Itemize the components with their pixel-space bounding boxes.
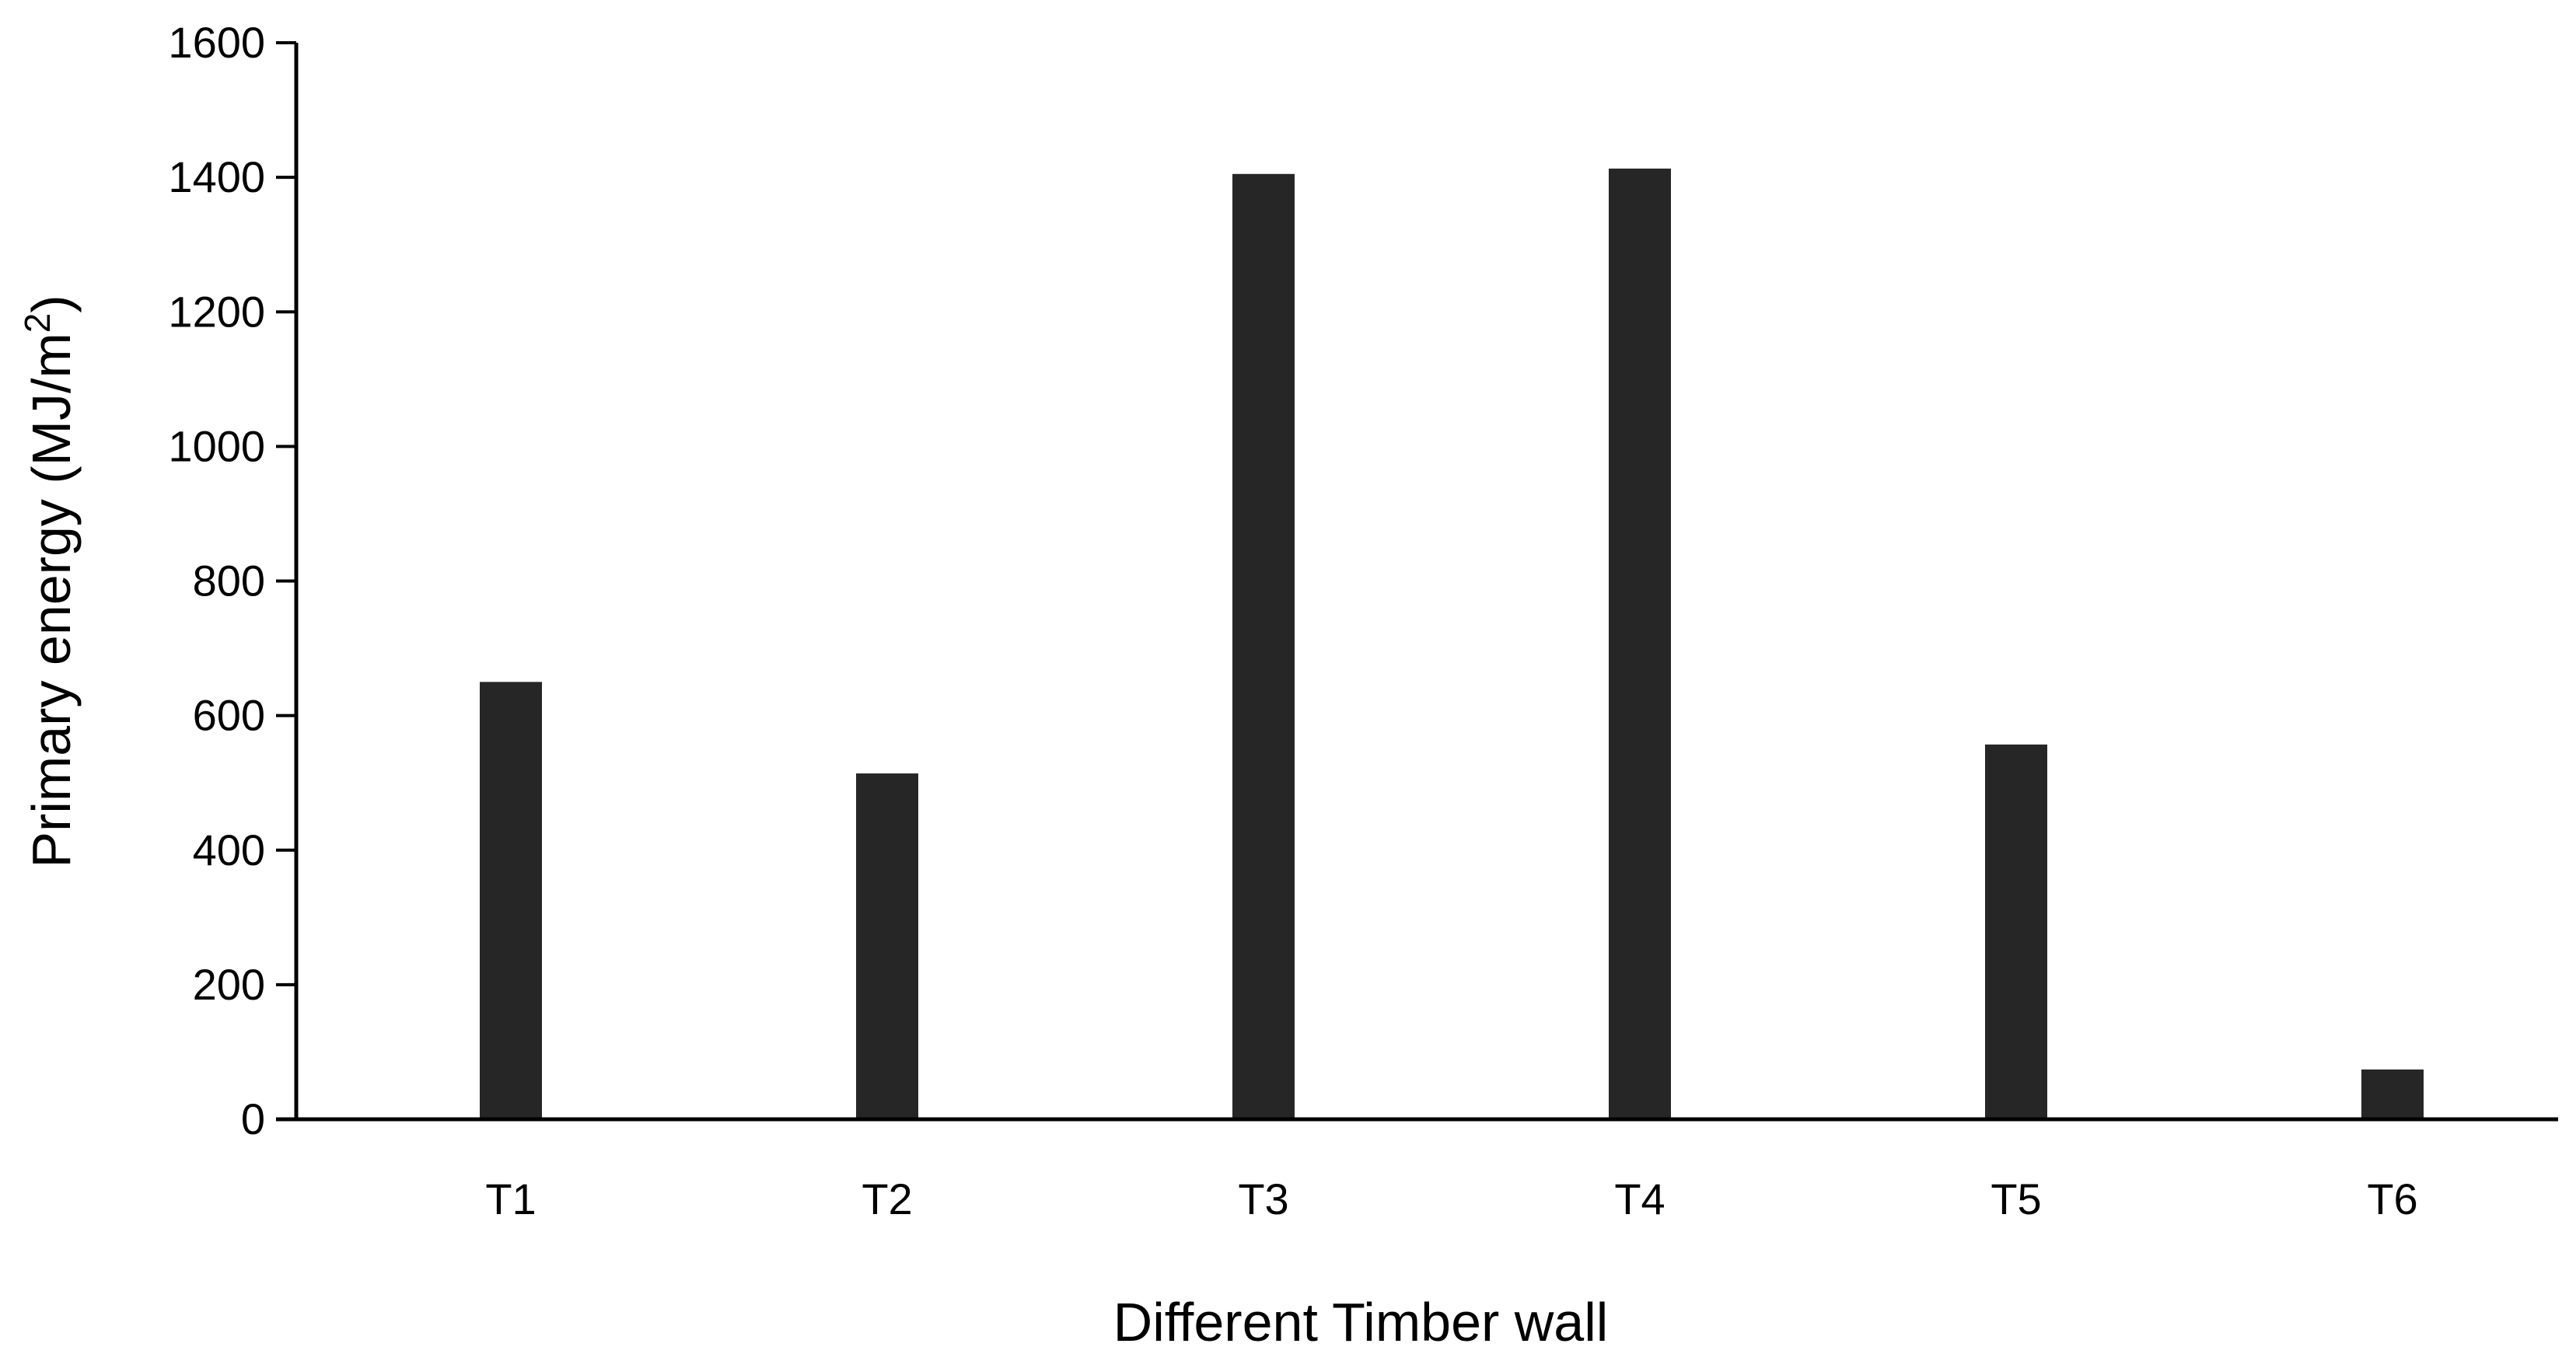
y-tick-label: 1000 (168, 421, 265, 470)
y-tick-label: 0 (241, 1094, 265, 1143)
y-tick-label: 800 (193, 557, 265, 605)
y-tick-label: 200 (193, 960, 265, 1009)
x-tick-label: T3 (1238, 1174, 1288, 1223)
x-ticks: T1 T2 T3 T4 T5 T6 (485, 1174, 2417, 1223)
bar-t1 (480, 682, 542, 1119)
y-tick-label: 400 (193, 825, 265, 874)
bar-t4 (1609, 168, 1671, 1120)
x-tick-label: T5 (1991, 1174, 2041, 1223)
x-tick-label: T1 (485, 1174, 536, 1223)
y-tick-label: 1200 (168, 287, 265, 336)
x-tick-label: T6 (2367, 1174, 2417, 1223)
y-axis-title-superscript: 2 (17, 313, 58, 333)
y-axis-title-close: ) (21, 295, 82, 312)
bar-t6 (2361, 1069, 2424, 1119)
y-tick-label: 1400 (168, 152, 265, 201)
x-tick-label: T4 (1614, 1174, 1665, 1223)
x-tick-label: T2 (862, 1174, 912, 1223)
y-ticks: 0 200 400 600 800 1000 1200 1400 1600 (168, 18, 296, 1143)
y-axis-title-main: Primary energy (MJ/m (21, 333, 82, 867)
y-tick-label: 600 (193, 691, 265, 740)
bar-t5 (1985, 744, 2047, 1119)
bar-t3 (1232, 173, 1295, 1119)
bars (480, 168, 2424, 1120)
x-axis-title: Different Timber wall (1113, 1292, 1609, 1352)
bar-t2 (856, 773, 918, 1119)
y-axis-title: Primary energy (MJ/m2) (17, 295, 82, 867)
y-tick-label: 1600 (168, 18, 265, 67)
